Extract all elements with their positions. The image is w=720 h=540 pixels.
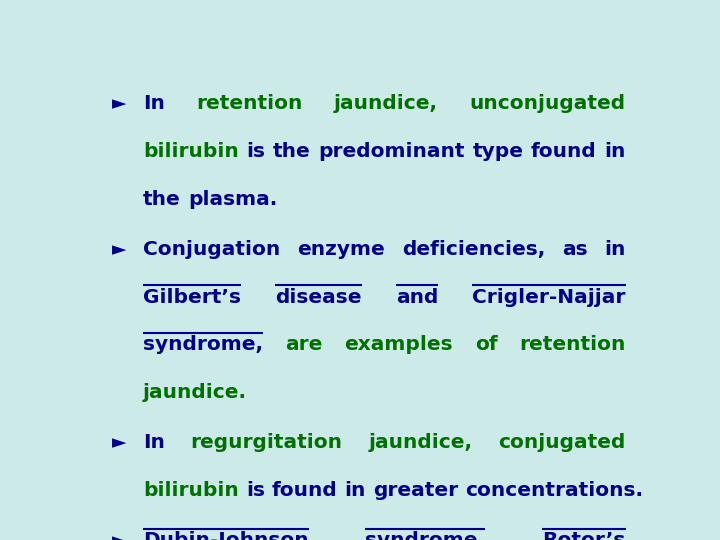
Text: ►: ►: [112, 531, 127, 540]
Text: in: in: [344, 481, 366, 500]
Text: disease: disease: [275, 288, 361, 307]
Text: syndrome,: syndrome,: [366, 531, 485, 540]
Text: In: In: [143, 434, 165, 453]
Text: ►: ►: [112, 94, 127, 113]
Text: in: in: [604, 240, 626, 259]
Text: predominant: predominant: [318, 141, 465, 161]
Text: Crigler-Najjar: Crigler-Najjar: [472, 288, 626, 307]
Text: is: is: [246, 481, 265, 500]
Text: ►: ►: [112, 434, 127, 453]
Text: jaundice,: jaundice,: [334, 94, 438, 113]
Text: of: of: [474, 335, 498, 354]
Text: syndrome,: syndrome,: [143, 335, 263, 354]
Text: bilirubin: bilirubin: [143, 141, 239, 161]
Text: jaundice.: jaundice.: [143, 383, 247, 402]
Text: Gilbert’s: Gilbert’s: [143, 288, 241, 307]
Text: is: is: [246, 141, 266, 161]
Text: greater: greater: [373, 481, 458, 500]
Text: Rotor’s: Rotor’s: [542, 531, 626, 540]
Text: retention: retention: [519, 335, 626, 354]
Text: plasma.: plasma.: [188, 190, 277, 208]
Text: in: in: [604, 141, 626, 161]
Text: type: type: [472, 141, 523, 161]
Text: the: the: [273, 141, 311, 161]
Text: found: found: [531, 141, 597, 161]
Text: enzyme: enzyme: [297, 240, 385, 259]
Text: deficiencies,: deficiencies,: [402, 240, 545, 259]
Text: examples: examples: [344, 335, 453, 354]
Text: retention: retention: [197, 94, 302, 113]
Text: bilirubin: bilirubin: [143, 481, 239, 500]
Text: Conjugation: Conjugation: [143, 240, 280, 259]
Text: the: the: [143, 190, 181, 208]
Text: conjugated: conjugated: [498, 434, 626, 453]
Text: In: In: [143, 94, 165, 113]
Text: are: are: [285, 335, 323, 354]
Text: Dubin-Johnson: Dubin-Johnson: [143, 531, 309, 540]
Text: found: found: [271, 481, 338, 500]
Text: and: and: [396, 288, 438, 307]
Text: ►: ►: [112, 240, 127, 259]
Text: unconjugated: unconjugated: [469, 94, 626, 113]
Text: as: as: [562, 240, 588, 259]
Text: jaundice,: jaundice,: [369, 434, 472, 453]
Text: regurgitation: regurgitation: [191, 434, 343, 453]
Text: concentrations.: concentrations.: [465, 481, 643, 500]
